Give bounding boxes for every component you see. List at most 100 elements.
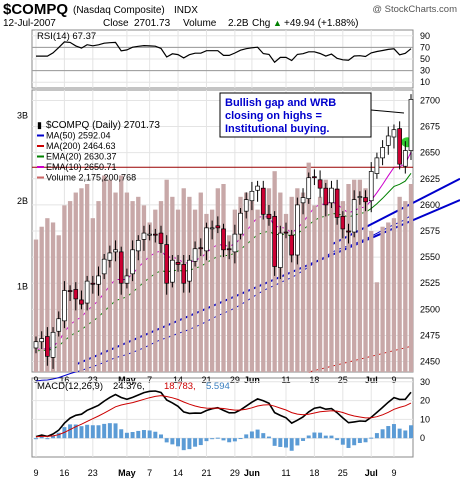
macd-histogram-bar	[187, 438, 192, 450]
macd-histogram-bar	[164, 438, 169, 443]
legend-entry: Volume 2,175,200,768	[46, 173, 136, 183]
legend-arrow: ▮	[37, 120, 42, 130]
macd-histogram-bar	[380, 429, 385, 439]
candle-body	[50, 331, 56, 358]
annotation-frame	[219, 92, 372, 138]
candle-body	[323, 187, 329, 206]
candle-body	[209, 227, 215, 230]
x-tick-label: 9	[391, 468, 396, 478]
candle-body	[266, 213, 272, 219]
candle-body	[255, 185, 260, 191]
x-tick-label: 11	[281, 375, 290, 385]
volume-bar	[329, 192, 334, 372]
candle-body	[368, 171, 374, 202]
macd-histogram-bar	[159, 434, 163, 439]
macd-histogram-bar	[215, 437, 220, 439]
x-tick-label: 16	[59, 468, 69, 478]
macd-histogram-bar	[221, 438, 226, 441]
volume-tick-label: 2B	[17, 196, 28, 206]
macd-histogram-bar	[352, 438, 357, 446]
candles	[33, 94, 414, 369]
volume-bar	[113, 192, 118, 372]
macd-histogram-bar	[357, 438, 362, 443]
candle-body	[385, 135, 391, 146]
candle-body	[300, 197, 306, 204]
candle-body	[283, 231, 289, 234]
rsi-tick-label: 10	[420, 77, 430, 87]
price-tick-label: 2550	[420, 252, 440, 262]
candle-body	[147, 233, 152, 236]
macd-histogram-bar	[147, 430, 152, 439]
candle-body	[249, 190, 255, 202]
volume-bar	[221, 184, 226, 372]
candle-body	[260, 187, 266, 215]
legend-entry: MA(50) 2592.04	[46, 131, 111, 141]
candle-body	[45, 336, 50, 357]
x-tick-label: 14	[173, 375, 183, 385]
macd-histogram-bar	[289, 438, 294, 451]
candle-body	[164, 244, 170, 284]
candle-body	[118, 251, 124, 284]
close-label: Close	[103, 18, 129, 29]
volume-bar	[369, 231, 374, 372]
candle-body	[135, 240, 141, 252]
price-tick-label: 2525	[420, 278, 440, 288]
macd-histogram-bar	[51, 435, 56, 439]
x-tick-label: 7	[147, 375, 152, 385]
candle-body	[204, 227, 209, 252]
volume-bar	[346, 184, 351, 372]
symbol: $COMPQ	[3, 1, 68, 18]
annotation-line: Bullish gap and WRB	[225, 97, 336, 109]
macd-histogram-bar	[329, 435, 334, 439]
annotation-line: closing on highs =	[225, 110, 322, 122]
candle-body	[198, 247, 204, 250]
chg-label: Chg	[252, 18, 270, 29]
x-tick-label: 16	[59, 375, 69, 385]
macd-histogram-bar	[386, 426, 391, 439]
macd-histogram-bar	[272, 438, 277, 446]
candle-body	[62, 290, 67, 322]
candle-body	[402, 150, 408, 167]
candle-body	[56, 318, 62, 332]
macd-histogram-bar	[73, 424, 78, 439]
macd-label: MACD(12,26,9)	[37, 381, 103, 392]
macd-line	[35, 390, 412, 438]
x-tick-label: 18	[309, 468, 319, 478]
volume-bar	[289, 196, 294, 372]
candle-body	[363, 197, 368, 203]
volume-bar	[232, 209, 238, 372]
volume-bar	[136, 196, 141, 372]
x-tick-label: 9	[33, 468, 38, 478]
rsi-label: RSI(14) 67.37	[37, 31, 96, 42]
volume-bar	[386, 222, 391, 372]
price-tick-label: 2575	[420, 226, 440, 236]
macd-tick-label: 30	[420, 377, 430, 387]
macd-histogram-bar	[340, 438, 345, 445]
candle-body	[351, 199, 357, 233]
legend-entry: MA(200) 2464.63	[46, 141, 116, 151]
volume-value: 2.2B	[228, 18, 249, 29]
macd-histogram-bar	[96, 425, 101, 439]
macd-tick-label: 0	[420, 433, 425, 443]
candle-body	[175, 261, 181, 265]
volume-bar	[244, 192, 249, 372]
volume-bar	[266, 188, 272, 372]
candle-body	[84, 280, 90, 304]
volume-bar	[79, 188, 84, 372]
x-tick-label: 23	[88, 375, 98, 385]
macd-histogram-bar	[170, 438, 175, 445]
candle-body	[329, 187, 334, 204]
candle-body	[334, 188, 340, 218]
macd-histogram-bar	[68, 424, 73, 439]
candle-body	[170, 259, 175, 283]
rsi-line	[36, 41, 412, 64]
date: 12-Jul-2007	[3, 18, 56, 29]
volume-bar	[238, 196, 243, 372]
volume-bar	[374, 282, 380, 372]
volume-bar	[391, 218, 397, 372]
macd-histogram-bar	[193, 438, 198, 447]
legend-entry: EMA(10) 2650.71	[46, 162, 117, 172]
